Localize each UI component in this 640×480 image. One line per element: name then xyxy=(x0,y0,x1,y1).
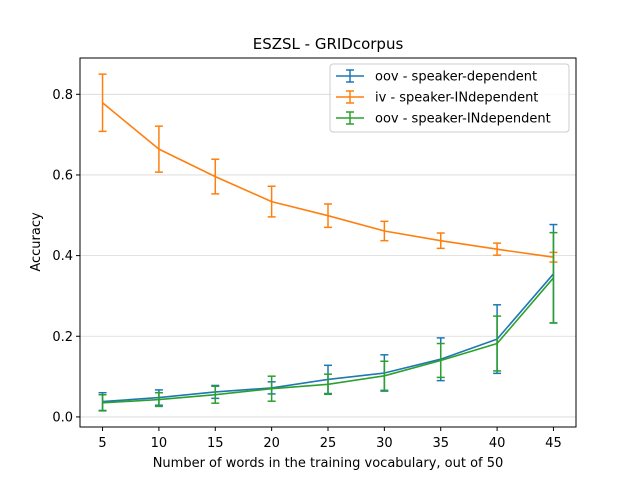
legend-box xyxy=(329,63,570,133)
y-tick-label: 0.8 xyxy=(52,88,73,103)
y-ticks: 0.0 0.2 0.4 0.6 0.8 xyxy=(52,88,80,425)
legend-label: iv - speaker-INdependent xyxy=(375,91,538,106)
y-tick-label: 0.0 xyxy=(52,410,73,425)
grid xyxy=(80,93,576,418)
y-tick-label: 0.4 xyxy=(52,249,73,264)
series-line xyxy=(101,102,554,258)
y-tick-label: 0.2 xyxy=(52,330,73,345)
legend-entry: iv - speaker-INdependent xyxy=(336,90,538,106)
x-tick-label: 15 xyxy=(207,436,224,451)
legend-entry: oov - speaker-INdependent xyxy=(336,111,551,127)
series-1 xyxy=(98,73,558,263)
x-tick-label: 10 xyxy=(151,436,168,451)
x-tick-label: 40 xyxy=(489,436,506,451)
legend-label: oov - speaker-INdependent xyxy=(375,112,551,127)
x-ticks: 5 10 15 20 25 30 35 40 45 xyxy=(98,427,562,451)
x-tick-label: 5 xyxy=(98,436,106,451)
chart-title: ESZSL - GRIDcorpus xyxy=(253,35,404,53)
x-axis-label: Number of words in the training vocabula… xyxy=(153,456,504,471)
series-layer xyxy=(98,73,558,412)
series-line xyxy=(102,277,555,404)
legend-label: oov - speaker-dependent xyxy=(375,70,537,85)
legend-entry: oov - speaker-dependent xyxy=(336,69,537,85)
y-axis-label: Accuracy xyxy=(29,212,44,272)
x-tick-label: 20 xyxy=(263,436,280,451)
x-tick-label: 45 xyxy=(545,436,562,451)
legend: oov - speaker-dependent iv - speaker-INde… xyxy=(329,63,570,133)
x-tick-label: 25 xyxy=(320,436,337,451)
y-tick-label: 0.6 xyxy=(52,168,73,183)
x-tick-label: 30 xyxy=(376,436,393,451)
x-tick-label: 35 xyxy=(432,436,449,451)
series-2 xyxy=(98,231,558,412)
